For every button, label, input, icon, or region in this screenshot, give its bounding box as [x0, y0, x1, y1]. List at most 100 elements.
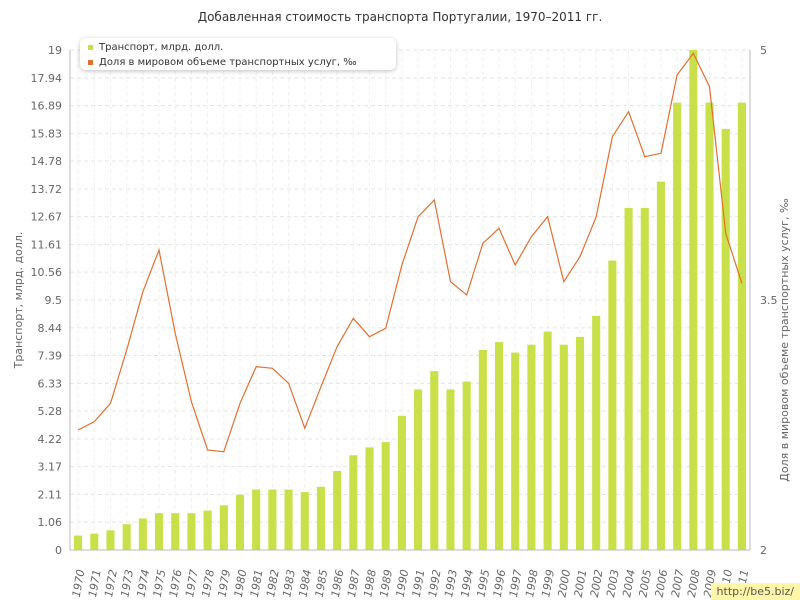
x-tick-label: 1997: [507, 568, 525, 598]
bar: [511, 352, 520, 550]
y-left-tick-label: 17.94: [31, 72, 63, 85]
x-tick-label: 1973: [118, 568, 136, 598]
y-left-axis-title: Транспорт, млрд. долл.: [12, 232, 25, 370]
line-path: [77, 52, 743, 453]
bar: [397, 415, 406, 550]
bar: [381, 442, 390, 550]
bar: [478, 350, 487, 550]
bar: [284, 489, 293, 550]
x-tick-label: 1982: [264, 568, 282, 598]
bar: [592, 315, 601, 550]
line-series: [77, 52, 743, 453]
x-tick-label: 1978: [199, 568, 217, 598]
bar: [446, 389, 455, 550]
x-tick-label: 2001: [572, 568, 590, 598]
y-left-tick-label: 12.67: [31, 211, 63, 224]
y-right-tick-label: 2: [760, 544, 767, 557]
x-tick-label: 1976: [167, 568, 185, 598]
x-tick-label: 1987: [345, 568, 363, 598]
axis-labels: 0 1.06 2.11 3.17 4.22 5.28 6.33 7.39 8.44 9.5 10.5…: [12, 44, 791, 598]
bar: [268, 489, 277, 550]
y-left-tick-label: 10.56: [31, 266, 63, 279]
bar: [349, 455, 358, 550]
y-right-tick-label: 3.5: [760, 294, 778, 307]
y-left-tick-label: 6.33: [38, 377, 63, 390]
bar: [624, 207, 633, 551]
y-right-axis-title: Доля в мировом объеме транспортных услуг…: [778, 198, 791, 482]
legend-item-line[interactable]: Доля в мировом объеме транспортных услуг…: [88, 55, 357, 69]
legend-label-bars: Транспорт, млрд. долл.: [99, 41, 224, 53]
x-tick-label: 1975: [151, 568, 169, 598]
chart-title: Добавленная стоимость транспорта Португа…: [197, 10, 603, 24]
bar: [689, 50, 698, 550]
x-tick-label: 2005: [636, 568, 654, 598]
bar: [462, 381, 471, 550]
bar: [559, 344, 568, 550]
x-tick-label: 2000: [556, 568, 574, 598]
legend-item-bars[interactable]: Транспорт, млрд. долл.: [88, 40, 223, 54]
y-left-tick-label: 9.5: [45, 294, 63, 307]
watermark-link[interactable]: http://be5.biz/: [710, 583, 800, 600]
x-tick-label: 1972: [102, 568, 120, 598]
bar: [495, 342, 504, 550]
bar: [252, 489, 261, 550]
x-tick-label: 1977: [183, 568, 201, 598]
x-tick-label: 1990: [394, 568, 412, 598]
x-tick-label: 1970: [70, 568, 88, 598]
y-left-tick-label: 1.06: [38, 516, 63, 529]
y-left-tick-label: 8.44: [38, 322, 63, 335]
x-tick-label: 1998: [523, 568, 541, 598]
y-right-tick-label: 5: [760, 44, 767, 57]
bar: [138, 518, 147, 550]
x-tick-label: 2003: [604, 568, 622, 598]
x-tick-label: 1983: [280, 568, 298, 598]
x-tick-label: 1984: [296, 568, 314, 598]
bar: [575, 336, 585, 550]
bar: [527, 344, 536, 550]
y-left-tick-label: 7.39: [38, 350, 63, 363]
x-tick-label: 1999: [539, 568, 557, 598]
x-tick-label: 1980: [232, 568, 250, 598]
legend-swatch-bars: [88, 44, 93, 50]
bar: [608, 260, 617, 550]
bar: [430, 371, 439, 550]
bar: [737, 102, 746, 550]
bar: [365, 447, 374, 550]
bar: [106, 530, 115, 550]
bar-series: [74, 50, 746, 551]
bar: [640, 207, 649, 551]
legend: Транспорт, млрд. долл. Доля в мировом об…: [80, 38, 396, 70]
bar: [74, 535, 83, 550]
bar: [333, 471, 342, 550]
y-left-tick-label: 15.83: [31, 127, 63, 140]
x-tick-label: 1986: [329, 568, 347, 598]
x-tick-label: 1989: [377, 568, 395, 598]
x-tick-label: 1979: [216, 568, 234, 598]
x-tick-label: 1988: [361, 568, 379, 598]
y-left-tick-label: 4.22: [38, 433, 63, 446]
bar: [90, 533, 99, 550]
y-left-tick-label: 13.72: [31, 183, 63, 196]
y-left-tick-label: 2.11: [38, 488, 63, 501]
x-tick-label: 1992: [426, 568, 444, 598]
y-left-tick-label: 3.17: [38, 461, 63, 474]
bar: [203, 510, 212, 550]
y-left-tick-label: 0: [55, 544, 62, 557]
bar: [673, 102, 682, 550]
x-tick-label: 1985: [313, 568, 331, 598]
bar: [122, 524, 131, 550]
bar: [316, 486, 325, 550]
bar: [235, 494, 245, 550]
x-tick-label: 1981: [248, 568, 266, 598]
x-tick-label: 2004: [620, 568, 638, 598]
x-tick-label: 1991: [410, 568, 428, 598]
bar: [705, 102, 714, 550]
y-left-tick-label: 5.28: [38, 405, 63, 418]
x-tick-label: 2002: [588, 568, 606, 598]
x-tick-label: 1974: [135, 568, 153, 598]
bar: [219, 505, 228, 550]
bar: [300, 492, 309, 550]
bar: [155, 513, 164, 550]
x-tick-label: 1971: [86, 568, 104, 598]
legend-label-line: Доля в мировом объеме транспортных услуг…: [99, 56, 357, 68]
